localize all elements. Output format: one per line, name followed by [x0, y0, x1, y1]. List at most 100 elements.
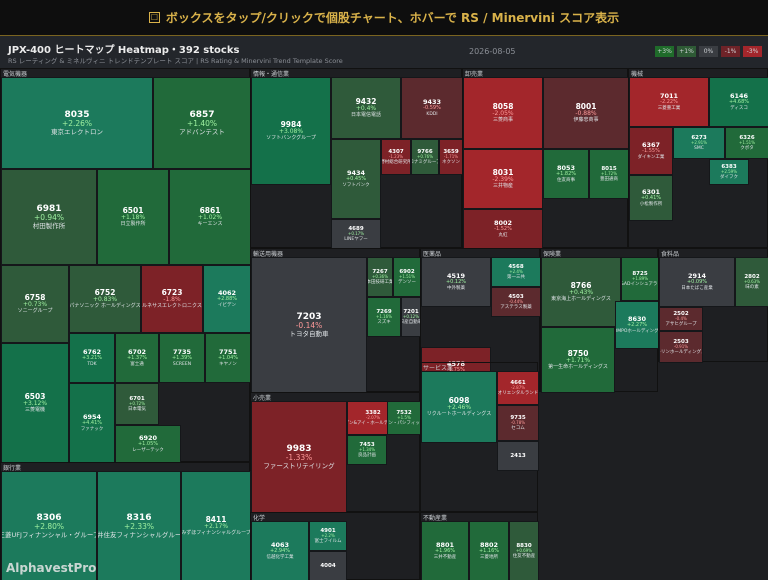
stock-tile-4689[interactable]: 4689 +0.17% LINEヤフー — [331, 219, 381, 249]
stock-tile-8001[interactable]: 8001 -0.88% 伊藤忠商事 — [543, 77, 629, 149]
stock-tile-4901[interactable]: 4901 +2.2% 富士フイルム — [309, 521, 347, 551]
stock-tile-6098[interactable]: 6098 +2.46% リクルートホールディングス — [421, 371, 497, 443]
stock-tile-6857[interactable]: 6857 +1.40% アドバンテスト — [153, 77, 251, 169]
stock-name: アステラス製薬 — [500, 304, 532, 310]
stock-change: +1.05% — [137, 441, 159, 448]
stock-tile-6758[interactable]: 6758 +0.73% ソニーグループ — [1, 265, 69, 343]
stock-code: 8035 — [64, 110, 90, 121]
stock-tile-8630[interactable]: 8630+2.27%SOMPOホールディングス — [615, 301, 659, 349]
stock-tile-2413[interactable]: 2413 — [497, 441, 539, 471]
stock-tile-6920[interactable]: 6920 +1.05% レーザーテック — [115, 425, 181, 463]
stock-change: -1.23% — [388, 154, 404, 160]
stock-tile-9983[interactable]: 9983 -1.33% ファーストリテイリング — [251, 401, 347, 513]
legend-plus1: +1% — [677, 46, 696, 57]
stock-tile-4503[interactable]: 4503 -0.44% アステラス製薬 — [491, 287, 541, 317]
stock-tile-8053[interactable]: 8053 +1.82% 住友商事 — [543, 149, 589, 199]
stock-tile-2502[interactable]: 2502 -0.4% アサヒグループ — [659, 307, 703, 331]
stock-change: +3.21% — [81, 355, 103, 362]
stock-tile-6146[interactable]: 6146 +4.68% ディスコ — [709, 77, 768, 127]
stock-tile-7453[interactable]: 7453 +1.34% 良品計画 — [347, 435, 387, 465]
stock-tile-9984[interactable]: 9984 +3.08% ソフトバンクグループ — [251, 77, 331, 185]
stock-tile-2802[interactable]: 2802 +0.63% 味の素 — [735, 257, 768, 307]
stock-tile-6723[interactable]: 6723 -1.8% ルネサスエレクトロニクス — [141, 265, 203, 333]
stock-tile-9432[interactable]: 9432 +0.4% 日本電信電話 — [331, 77, 401, 139]
stock-tile-6501[interactable]: 6501 +1.18% 日立製作所 — [97, 169, 169, 265]
stock-change: +1.51% — [398, 274, 416, 280]
stock-code: 4568 — [508, 264, 524, 271]
stock-tile-6367[interactable]: 6367 -1.55% ダイキン工業 — [629, 127, 673, 175]
stock-name: 小松製作所 — [639, 201, 663, 207]
stock-tile-8015[interactable]: 8015 +1.72% 豊田通商 — [589, 149, 629, 199]
stock-tile-3659[interactable]: 3659 -1.71% ネクソン — [439, 139, 463, 175]
stock-tile-8031[interactable]: 8031 -2.39% 三井物産 — [463, 149, 543, 209]
stock-tile-8801[interactable]: 8801 +1.96% 三井不動産 — [421, 521, 469, 580]
sector-label: 輸送用機器 — [253, 251, 284, 258]
stock-tile-7751[interactable]: 7751 +1.04% キヤノン — [205, 333, 251, 383]
stock-tile-6383[interactable]: 6383 +2.59% ダイフク — [709, 159, 749, 185]
stock-tile-7011[interactable]: 7011 -2.22% 三菱重工業 — [629, 77, 709, 127]
stock-tile-4307[interactable]: 4307 -1.23% 野村総合研究所 — [381, 139, 411, 175]
stock-tile-4661[interactable]: 4661 -2.87% オリエンタルランド — [497, 371, 539, 405]
stock-tile-4004[interactable]: 4004 — [309, 551, 347, 580]
stock-tile-7267[interactable]: 7267 +0.36% 本田技研工業 — [367, 257, 393, 297]
watermark-logo: AlphavestPro — [6, 561, 97, 575]
stock-code: 8411 — [205, 514, 227, 524]
stock-change: +1.16% — [478, 548, 500, 555]
stock-tile-8750[interactable]: 8750 +1.71% 第一生命ホールディングス — [541, 327, 615, 393]
sector-6: 保険業8766+0.43%東京海上ホールディングス8725+1.89%MS&AD… — [540, 248, 659, 393]
stock-tile-4063[interactable]: 4063 +2.94% 信越化学工業 — [251, 521, 309, 580]
stock-tile-8035[interactable]: 8035 +2.26% 東京エレクトロン — [1, 77, 153, 169]
stock-name: 三菱UFJフィナンシャル・グループ — [1, 530, 97, 539]
stock-tile-8058[interactable]: 8058 -2.05% 三菱商事 — [463, 77, 543, 149]
stock-tile-6861[interactable]: 6861 +1.02% キーエンス — [169, 169, 251, 265]
stock-tile-8830[interactable]: 8830 +0.69% 住友不動産 — [509, 521, 539, 580]
stock-tile-8411[interactable]: 8411 +2.17% みずほフィナンシャルグループ — [181, 471, 251, 580]
stock-tile-7269[interactable]: 7269 +1.16% スズキ — [367, 297, 401, 337]
stock-tile-9434[interactable]: 9434 +0.45% ソフトバンク — [331, 139, 381, 219]
stock-tile-6702[interactable]: 6702 +1.37% 富士通 — [115, 333, 159, 383]
stock-tile-8766[interactable]: 8766 +0.43% 東京海上ホールディングス — [541, 257, 621, 327]
stock-tile-7201[interactable]: 7201+0.12%日産自動車 — [401, 297, 421, 337]
stock-tile-8306[interactable]: 8306 +2.80% 三菱UFJフィナンシャル・グループ — [1, 471, 97, 580]
stock-name: オリエンタルランド — [497, 390, 539, 396]
stock-tile-2914[interactable]: 2914 +0.09% 日本たばこ産業 — [659, 257, 735, 307]
sector-7: 食料品 2914 +0.09% 日本たばこ産業 2802 +0.63% 味の素 2502 -0.… — [658, 248, 768, 363]
stock-tile-8002[interactable]: 8002 -1.52% 丸紅 — [463, 209, 543, 249]
stock-tile-4519[interactable]: 4519 +0.12% 中外製薬 — [421, 257, 491, 307]
stock-name: TDK — [87, 361, 97, 367]
stock-name: セブン&アイ・ホールディングス — [348, 420, 398, 426]
stock-tile-2503[interactable]: 2503-0.91%キリンホールディングス — [659, 331, 703, 363]
stock-tile-6326[interactable]: 6326 +1.51% クボタ — [725, 127, 768, 159]
stock-tile-9433[interactable]: 9433 -0.59% KDDI — [401, 77, 463, 139]
stock-tile-6752[interactable]: 6752 +0.83% パナソニック ホールディングス — [69, 265, 141, 333]
stock-tile-4062[interactable]: 4062 +2.88% イビデン — [203, 265, 251, 333]
stock-tile-6503[interactable]: 6503 +3.12% 三菱電機 — [1, 343, 69, 463]
stock-code: 6702 — [127, 348, 147, 357]
stock-tile-8316[interactable]: 8316+2.33%三井住友フィナンシャルグループ — [97, 471, 181, 580]
stock-tile-8802[interactable]: 8802 +1.16% 三菱地所 — [469, 521, 509, 580]
stock-tile-6301[interactable]: 6301 +0.41% 小松製作所 — [629, 175, 673, 221]
stock-tile-7735[interactable]: 7735 +1.39% SCREEN — [159, 333, 205, 383]
stock-name: 第一生命ホールディングス — [548, 363, 608, 370]
stock-tile-8725[interactable]: 8725+1.89%MS&ADインシュアランス — [621, 257, 659, 301]
stock-tile-4568[interactable]: 4568 +2.4% 第一三共 — [491, 257, 541, 287]
stock-tile-6273[interactable]: 6273 +2.91% SMC — [673, 127, 725, 159]
stock-name: 三菱重工業 — [657, 105, 681, 111]
stock-code: 7751 — [218, 348, 238, 357]
stock-tile-7532[interactable]: 7532+1.5%パン・パシフィック — [387, 401, 421, 435]
stock-tile-6902[interactable]: 6902 +1.51% デンソー — [393, 257, 421, 297]
stock-tile-9735[interactable]: 9735 -0.78% セコム — [497, 405, 539, 441]
stock-code: 8766 — [570, 280, 592, 290]
stock-change: +2.46% — [446, 404, 472, 412]
stock-tile-6954[interactable]: 6954 +4.41% ファナック — [69, 383, 115, 463]
stock-tile-6701[interactable]: 6701 +0.72% 日本電気 — [115, 383, 159, 425]
stock-tile-6981[interactable]: 6981 +0.94% 村田製作所 — [1, 169, 97, 265]
stock-tile-9766[interactable]: 9766+0.76%コナミグループ — [411, 139, 439, 175]
stock-tile-7203[interactable]: 7203 -0.14% トヨタ自動車 — [251, 257, 367, 393]
stock-name: 東京エレクトロン — [51, 127, 103, 136]
stock-tile-6762[interactable]: 6762 +3.21% TDK — [69, 333, 115, 383]
sector-0: 電気機器 8035 +2.26% 東京エレクトロン 6857 +1.40% アドバンテスト 6… — [0, 68, 251, 463]
stock-code: 7267 — [372, 269, 388, 276]
sector-label: 卸売業 — [465, 71, 484, 78]
stock-name: 三井住友フィナンシャルグループ — [97, 530, 181, 539]
